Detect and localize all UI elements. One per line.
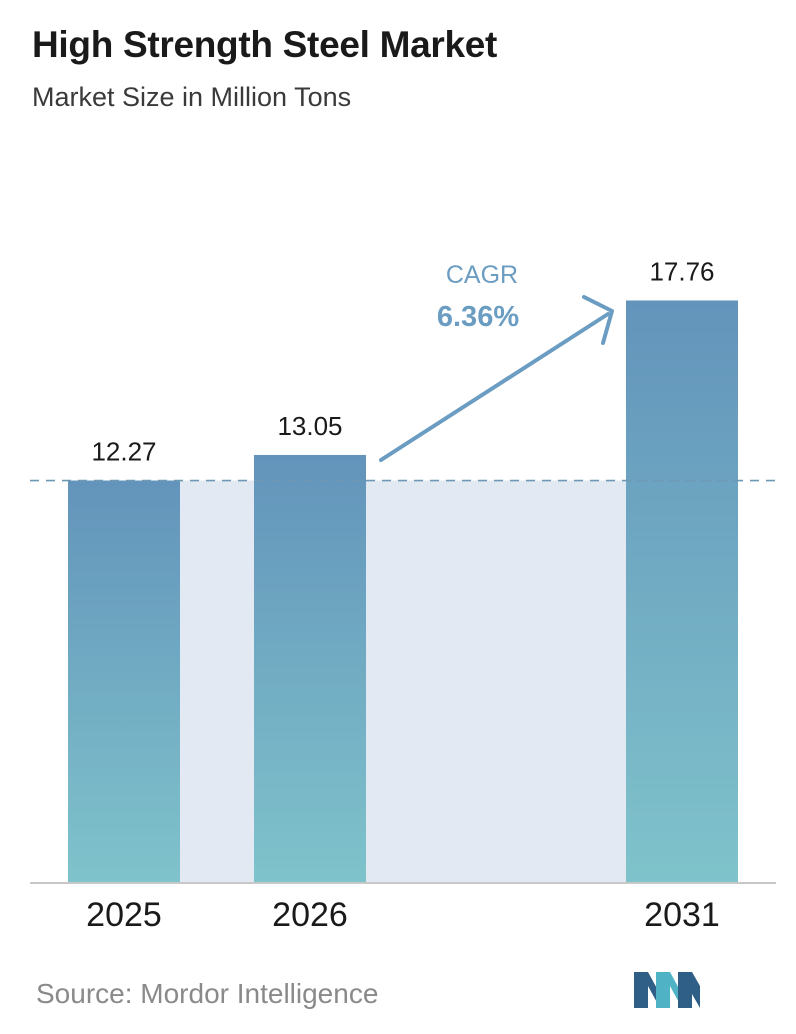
cagr-arrow-line [379,312,610,462]
source-note: Source: Mordor Intelligence [36,978,379,1009]
bar-2025 [68,480,180,883]
reference-band [124,480,682,883]
x-tick-label-2026: 2026 [272,896,348,934]
mordor-logo-icon [634,972,700,1008]
cagr-arrow-head-icon [582,295,614,345]
value-label-2025: 12.27 [91,437,156,467]
value-label-2026: 13.05 [277,411,342,441]
value-label-2031: 17.76 [649,256,714,286]
bar-2031 [626,300,738,883]
cagr-value: 6.36% [437,301,519,333]
cagr-label: CAGR [446,261,518,289]
x-tick-label-2031: 2031 [644,896,720,934]
bar-2026 [254,454,366,883]
x-tick-label-2025: 2025 [86,896,162,934]
bar-chart: 12.27 2025 13.05 2026 17.76 2031 CAGR 6.36% [30,256,780,934]
page-title: High Strength Steel Market [32,24,498,65]
chart-subtitle: Market Size in Million Tons [32,82,352,112]
